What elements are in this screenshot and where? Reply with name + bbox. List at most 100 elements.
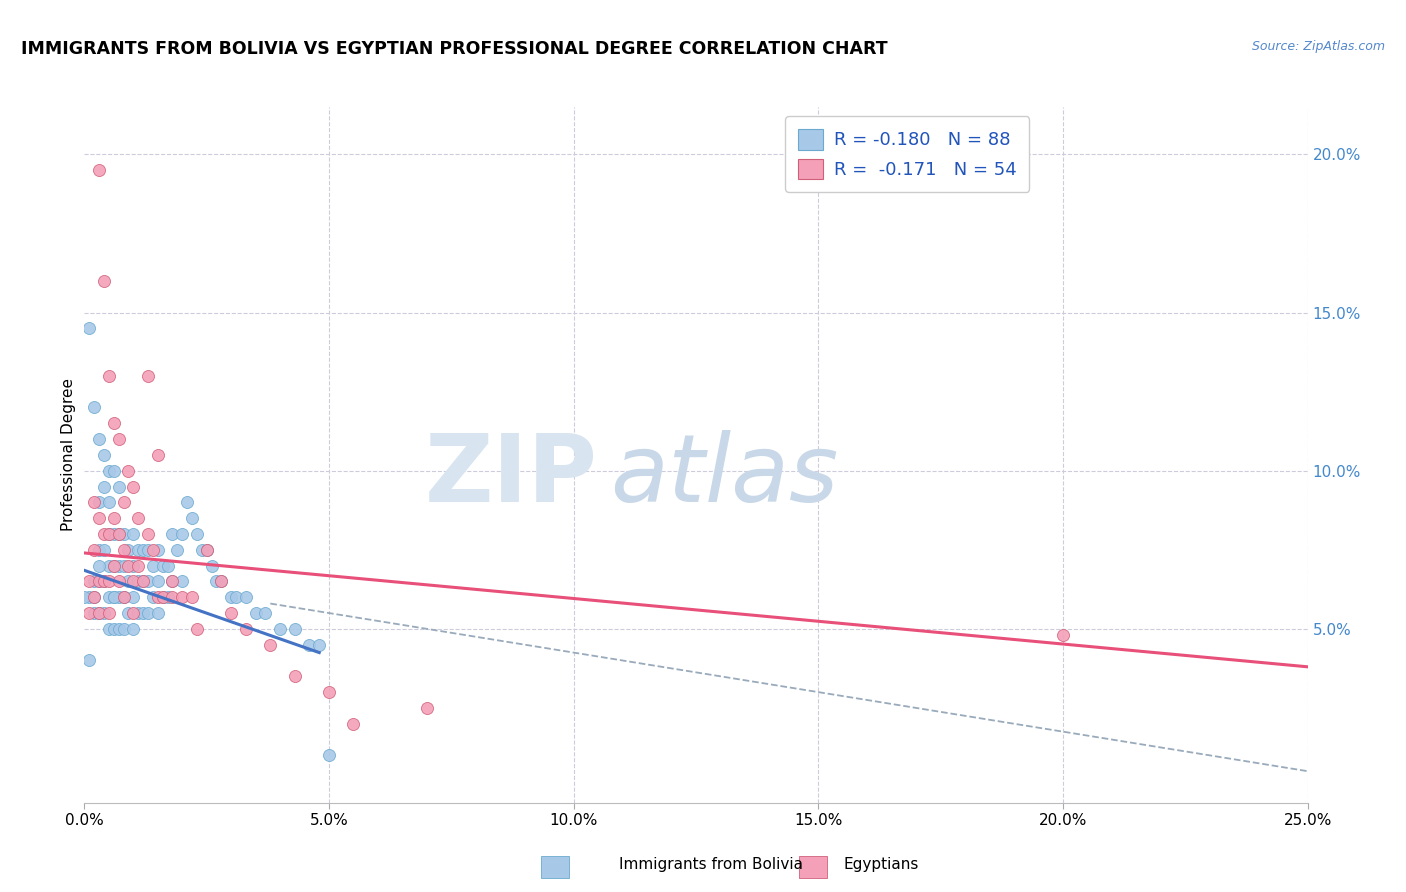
Point <box>245 606 267 620</box>
Point <box>87 606 110 620</box>
Point <box>162 574 184 589</box>
Point <box>103 558 125 573</box>
Point <box>77 321 100 335</box>
Point <box>112 591 135 605</box>
Point <box>112 495 135 509</box>
Point <box>122 574 145 589</box>
Point <box>83 401 105 415</box>
Point <box>97 622 120 636</box>
Point <box>103 417 125 431</box>
Point <box>416 701 439 715</box>
Text: ZIP: ZIP <box>425 430 598 522</box>
Point <box>107 527 129 541</box>
Point <box>1052 628 1074 642</box>
Point <box>112 622 135 636</box>
Point <box>83 591 105 605</box>
Point <box>97 527 120 541</box>
Point <box>132 542 155 557</box>
Point <box>284 669 307 683</box>
Point <box>97 464 120 478</box>
Point <box>97 591 120 605</box>
Point <box>107 591 129 605</box>
Point <box>122 527 145 541</box>
Point <box>132 574 155 589</box>
Point <box>318 685 340 699</box>
Point <box>284 622 307 636</box>
Point <box>93 274 115 288</box>
Point <box>107 622 129 636</box>
Point <box>181 591 204 605</box>
Point <box>112 558 135 573</box>
Point <box>77 606 100 620</box>
Text: Egyptians: Egyptians <box>844 857 920 872</box>
Point <box>162 574 184 589</box>
Point <box>87 511 110 525</box>
Point <box>219 591 242 605</box>
Point <box>122 558 145 573</box>
Point <box>136 574 159 589</box>
Point <box>87 163 110 178</box>
Point <box>142 558 165 573</box>
Point <box>146 448 169 462</box>
Point <box>146 606 169 620</box>
Point <box>269 622 291 636</box>
Point <box>112 591 135 605</box>
Point <box>176 495 198 509</box>
Point <box>103 622 125 636</box>
Point <box>136 606 159 620</box>
Text: Immigrants from Bolivia: Immigrants from Bolivia <box>619 857 803 872</box>
Point <box>93 448 115 462</box>
Point <box>93 574 115 589</box>
Point <box>87 606 110 620</box>
Point <box>93 479 115 493</box>
Point <box>318 748 340 763</box>
Point <box>87 432 110 446</box>
Point <box>97 495 120 509</box>
Point <box>127 574 149 589</box>
Point <box>77 574 100 589</box>
Point <box>195 542 218 557</box>
Point <box>142 591 165 605</box>
Point <box>117 542 139 557</box>
Point <box>146 591 169 605</box>
Point <box>93 574 115 589</box>
Point <box>146 542 169 557</box>
Point <box>127 558 149 573</box>
Point <box>93 542 115 557</box>
Point <box>136 368 159 383</box>
Point <box>172 527 194 541</box>
Point <box>83 495 105 509</box>
Point <box>172 574 194 589</box>
Point <box>87 558 110 573</box>
Point <box>166 542 188 557</box>
Point <box>97 558 120 573</box>
Point <box>87 574 110 589</box>
Point <box>209 574 232 589</box>
Point <box>205 574 228 589</box>
Point <box>117 606 139 620</box>
Point <box>117 558 139 573</box>
Point <box>132 606 155 620</box>
Point <box>156 558 179 573</box>
Point <box>122 591 145 605</box>
Point <box>152 591 174 605</box>
Point <box>107 574 129 589</box>
Point <box>127 511 149 525</box>
Point <box>225 591 247 605</box>
Text: atlas: atlas <box>610 430 838 521</box>
Point <box>132 574 155 589</box>
Point <box>136 527 159 541</box>
Point <box>83 591 105 605</box>
Point <box>97 606 120 620</box>
Point <box>162 527 184 541</box>
Point <box>97 574 120 589</box>
Point <box>219 606 242 620</box>
Point <box>195 542 218 557</box>
Point <box>73 591 96 605</box>
Point <box>107 527 129 541</box>
Point <box>107 479 129 493</box>
Point <box>87 542 110 557</box>
Point <box>87 495 110 509</box>
Point <box>127 542 149 557</box>
Point <box>112 542 135 557</box>
